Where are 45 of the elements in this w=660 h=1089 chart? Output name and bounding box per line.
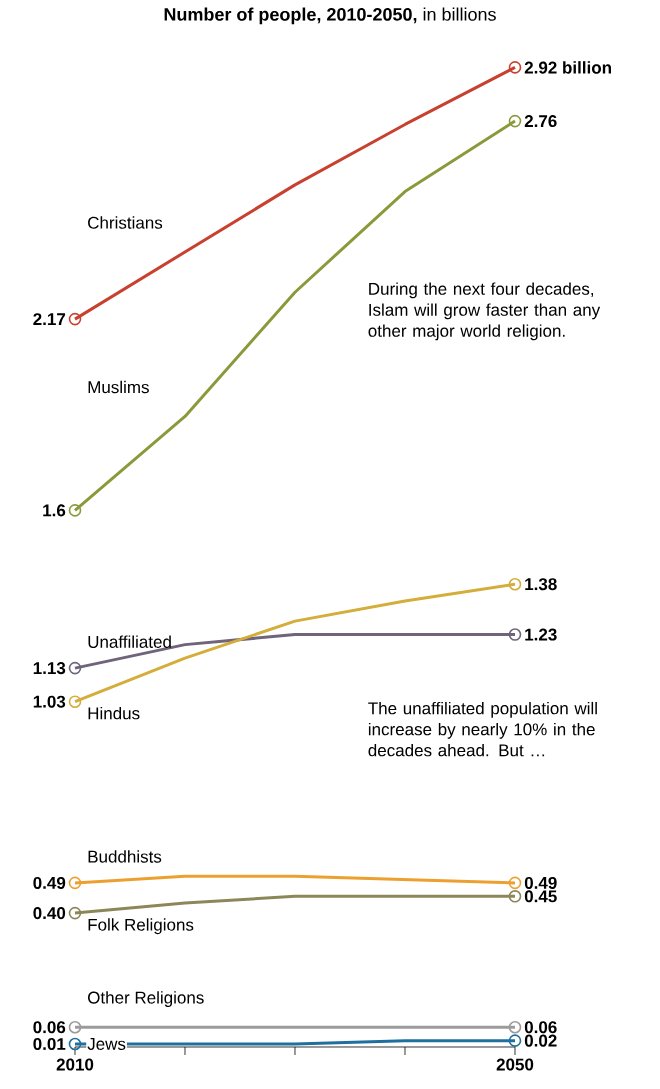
series-label: Other Religions	[88, 991, 204, 1008]
point	[68, 876, 82, 890]
point	[508, 114, 522, 128]
chart-title: Number of people, 2010-2050, in billions	[164, 7, 496, 25]
data-label: 1.13	[33, 662, 66, 675]
point	[508, 628, 522, 641]
data-label: 0.06	[524, 1021, 557, 1034]
point	[68, 504, 82, 517]
data-label: 0.01	[33, 1037, 66, 1051]
point	[68, 661, 82, 675]
data-label: 0.49	[33, 876, 66, 889]
series-label: Folk Religions	[88, 918, 194, 935]
x-tick-label: 2010	[56, 1058, 94, 1071]
point	[68, 1037, 82, 1051]
data-label: 0.06	[33, 1021, 66, 1034]
data-label: 0.40	[33, 907, 66, 920]
point	[508, 577, 522, 591]
data-label: 0.49	[524, 876, 557, 889]
point	[68, 695, 82, 708]
point	[68, 312, 82, 326]
series-label: Christians	[88, 216, 163, 229]
x-tick-label: 2050	[496, 1058, 534, 1071]
point	[508, 61, 522, 74]
text: Muslims	[88, 380, 149, 394]
annotation: During the next four decades, Islam will grow faster than any other major world religion.	[368, 282, 601, 341]
point	[68, 1020, 82, 1034]
series-label: Hindus	[88, 706, 140, 720]
data-label: 1.23	[525, 628, 557, 641]
point	[68, 906, 82, 920]
point	[508, 890, 522, 903]
point	[508, 1020, 522, 1034]
point	[508, 1034, 522, 1047]
data-label: 0.02	[524, 1034, 557, 1047]
series-label: Unaffiliated	[88, 635, 171, 648]
point	[508, 876, 522, 890]
data-label: 2.17	[33, 313, 66, 326]
data-label: 1.38	[525, 578, 557, 591]
series-label: Jews	[87, 1038, 126, 1050]
annotation: The unaffiliated population will increase by nearly 10% in the decades ahead. But …	[368, 701, 597, 757]
data-label: 1.6	[43, 504, 66, 517]
data-label: 2.92 billion	[524, 61, 611, 74]
data-label: 0.45	[524, 890, 557, 903]
data-label: 2.76	[524, 115, 557, 128]
data-label: 1.03	[33, 695, 66, 708]
series-label: Buddhists	[88, 850, 162, 863]
